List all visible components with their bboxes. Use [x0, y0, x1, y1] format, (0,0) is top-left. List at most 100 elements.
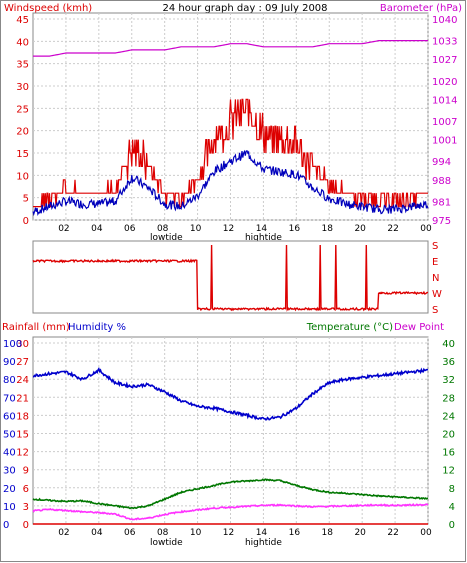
temperature-tick-label: 0	[449, 520, 455, 531]
baro-tick-label: 994	[432, 157, 451, 168]
wind-tick-label: 10	[16, 171, 29, 182]
temperature-axis-label: Temperature (°C)	[306, 322, 393, 333]
rain-tick-label: 3	[23, 502, 29, 513]
temperature-tick-label: 12	[442, 466, 455, 477]
wind-direction-line	[32, 244, 429, 312]
rain-tick-label: 15	[16, 430, 29, 441]
rain-axis-label: Rainfall (mm)	[2, 322, 70, 333]
baro-tick-label: 1027	[432, 55, 457, 66]
top-x-tick-label: 20	[354, 224, 366, 234]
direction-tick-label: S	[432, 305, 438, 316]
top-x-tick-label: 00	[420, 224, 432, 234]
top-x-tick-label: 10	[190, 224, 202, 234]
wind-avg-series-line	[32, 149, 429, 217]
temperature-tick-label: 20	[442, 430, 455, 441]
wind-tick-label: 0	[23, 216, 29, 227]
temperature-tick-label: 16	[442, 448, 455, 459]
lowtide-label-top: lowtide	[150, 233, 183, 243]
rain-tick-label: 0	[23, 520, 29, 531]
direction-tick-label: E	[432, 257, 438, 268]
direction-tick-label: N	[432, 273, 439, 284]
top-x-tick-label: 06	[124, 224, 136, 234]
temperature-tick-label: 4	[449, 502, 455, 513]
temperature-tick-label: 40	[442, 339, 455, 350]
chart-title: 24 hour graph day : 09 July 2008	[162, 3, 327, 14]
direction-tick-label: S	[432, 241, 438, 252]
top-x-tick-label: 12	[223, 224, 234, 234]
wind-tick-label: 15	[16, 149, 29, 160]
direction-tick-label: W	[432, 289, 442, 300]
bottom-x-tick-label: 18	[322, 528, 334, 538]
baro-tick-label: 981	[432, 197, 451, 208]
rain-tick-label: 12	[16, 448, 29, 459]
bottom-x-tick-label: 14	[256, 528, 268, 538]
baro-axis-ticks: 975 981 988 994 1001 1007 1014 1020 1027 1033 1040	[432, 15, 457, 227]
bottom-x-tick-label: 06	[124, 528, 136, 538]
bottom-x-tick-label: 20	[354, 528, 366, 538]
humidity-tick-label: 20	[3, 484, 16, 495]
humidity-tick-label: 90	[3, 357, 16, 368]
hightide-label-bottom: hightide	[245, 538, 282, 548]
wind-baro-panel: 0 5 10 15 20 25 30 35 40 45 975 981 988 994 1001 1007 1…	[16, 12, 457, 243]
wind-direction-plot-area	[32, 240, 429, 314]
wind-tick-label: 5	[23, 194, 29, 205]
dewpoint-axis-label: Dew Point	[394, 322, 444, 333]
lowtide-label-bottom: lowtide	[150, 538, 183, 548]
wind-tick-label: 45	[16, 15, 29, 26]
bottom-x-tick-label: 22	[387, 528, 398, 538]
temperature-series-line	[32, 478, 429, 510]
bottom-x-tick-label: 04	[91, 528, 103, 538]
bottom-x-tick-label: 12	[223, 528, 234, 538]
wind-axis-ticks: 0 5 10 15 20 25 30 35 40 45	[16, 15, 29, 227]
temperature-tick-label: 24	[442, 411, 455, 422]
humidity-tick-label: 100	[3, 339, 22, 350]
humidity-series-line	[32, 366, 429, 421]
temperature-axis-ticks: 0 4 8 12 16 20 24 28 32 36 40	[442, 339, 455, 531]
top-x-tick-label: 08	[157, 224, 169, 234]
rain-tick-label: 21	[16, 393, 29, 404]
humidity-axis-label: Humidity %	[68, 322, 126, 333]
humidity-tick-label: 80	[3, 375, 16, 386]
rain-tick-label: 6	[23, 484, 29, 495]
baro-tick-label: 1020	[432, 77, 457, 88]
bottom-x-tick-label: 10	[190, 528, 202, 538]
humidity-tick-label: 50	[3, 430, 16, 441]
wind-tick-label: 30	[16, 82, 29, 93]
top-x-tick-label: 04	[91, 224, 103, 234]
rain-tick-label: 24	[16, 375, 29, 386]
hightide-label-top: hightide	[245, 233, 282, 243]
top-x-tick-label: 16	[289, 224, 301, 234]
baro-tick-label: 1014	[432, 95, 457, 106]
wind-baro-grid	[33, 13, 429, 221]
rain-tick-label: 9	[23, 466, 29, 477]
wind-tick-label: 40	[16, 37, 29, 48]
humidity-tick-label: 10	[3, 502, 16, 513]
humidity-tick-label: 30	[3, 466, 16, 477]
bottom-x-tick-label: 00	[420, 528, 432, 538]
temperature-tick-label: 36	[442, 357, 455, 368]
humidity-tick-label: 60	[3, 411, 16, 422]
baro-tick-label: 1033	[432, 37, 457, 48]
baro-tick-label: 1001	[432, 136, 457, 147]
wind-tick-label: 25	[16, 104, 29, 115]
humidity-tick-label: 70	[3, 393, 16, 404]
bottom-x-tick-label: 02	[58, 528, 69, 538]
bottom-x-tick-label: 08	[157, 528, 169, 538]
top-x-tick-label: 02	[58, 224, 69, 234]
rain-tick-label: 27	[16, 357, 29, 368]
temperature-tick-label: 8	[449, 484, 455, 495]
dewpoint-series-line	[32, 503, 429, 521]
temperature-tick-label: 32	[442, 375, 455, 386]
top-x-tick-label: 14	[256, 224, 268, 234]
bottom-x-tick-label: 16	[289, 528, 301, 538]
baro-tick-label: 988	[432, 176, 451, 187]
wind-tick-label: 20	[16, 127, 29, 138]
wind-tick-label: 35	[16, 60, 29, 71]
rain-tick-label: 18	[16, 411, 29, 422]
